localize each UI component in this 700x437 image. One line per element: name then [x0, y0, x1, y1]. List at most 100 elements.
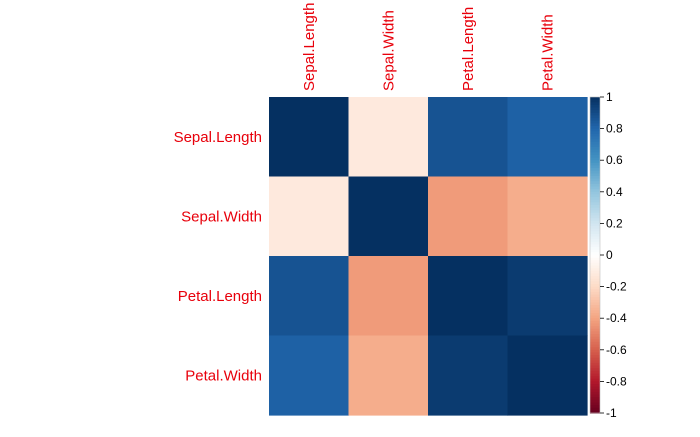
colorbar-segment [590, 397, 600, 401]
colorbar-segment [590, 144, 600, 148]
colorbar-segment [590, 320, 600, 325]
colorbar-segment [590, 110, 600, 114]
colorbar-segment [590, 278, 600, 282]
colorbar-segment [590, 228, 600, 232]
colorbar-segment [590, 104, 600, 109]
colorbar-segment [590, 99, 600, 103]
colorbar-segment [590, 136, 600, 140]
colorbar-tick-label: -1 [606, 406, 617, 420]
colorbar-segment [590, 189, 600, 193]
colorbar-segment [590, 207, 600, 211]
colorbar-segment [590, 131, 600, 135]
colorbar-segment [590, 239, 600, 243]
colorbar-tick-label: 0 [606, 248, 613, 262]
colorbar-segment [590, 386, 600, 390]
colorbar-segment [590, 323, 600, 327]
cell-petal-length-sepal-width [348, 256, 429, 337]
colorbar-segment [590, 399, 600, 404]
colorbar: 1 0.8 0.6 0.4 0.2 0 -0.2 -0.4 -0.6 -0.8 -1 [589, 90, 627, 420]
colorbar-segment [590, 223, 600, 227]
colorbar-segment [590, 141, 600, 145]
colorbar-segment [590, 373, 600, 377]
cell-sepal-width-sepal-width [348, 176, 429, 257]
colorbar-tick-label: 0.6 [606, 153, 623, 167]
colorbar-segment [590, 273, 600, 277]
colorbar-tick-label: 0.8 [606, 122, 623, 136]
colorbar-segment [590, 115, 600, 119]
colorbar-segment [590, 199, 600, 203]
colorbar-segment [590, 162, 600, 167]
colorbar-segment [590, 133, 600, 138]
colorbar-segment [590, 365, 600, 369]
row-label-petal-length: Petal.Length [178, 288, 262, 305]
colorbar-segment [590, 402, 600, 406]
colorbar-segment [590, 120, 600, 124]
colorbar-segment [590, 410, 600, 414]
colorbar-segment [590, 270, 600, 275]
colorbar-segment [590, 147, 600, 151]
cell-sepal-length-petal-length [428, 97, 509, 178]
colorbar-segment [590, 191, 600, 196]
colorbar-segment [590, 347, 600, 351]
colorbar-segment [590, 210, 600, 214]
colorbar-segment [590, 186, 600, 190]
colorbar-segment [590, 123, 600, 127]
colorbar-segment [590, 125, 600, 130]
colorbar-segment [590, 394, 600, 398]
colorbar-segment [590, 102, 600, 106]
colorbar-segment [590, 197, 600, 201]
cell-petal-width-petal-length [428, 335, 509, 416]
cell-sepal-width-sepal-length [269, 176, 350, 257]
colorbar-segment [590, 212, 600, 217]
colorbar-segment [590, 334, 600, 338]
colorbar-segment [590, 168, 600, 172]
colorbar-segment [590, 154, 600, 159]
colorbar-segment [590, 249, 600, 253]
cell-petal-length-sepal-length [269, 256, 350, 337]
colorbar-segment [590, 233, 600, 238]
colorbar-segment [590, 339, 600, 343]
colorbar-segment [590, 312, 600, 317]
colorbar-segment [590, 376, 600, 380]
colorbar-segment [590, 241, 600, 246]
colorbar-segment [590, 289, 600, 293]
colorbar-segment [590, 226, 600, 230]
col-label-sepal-length: Sepal.Length [301, 3, 318, 91]
colorbar-segment [590, 265, 600, 269]
colorbar-segment [590, 286, 600, 290]
colorbar-segment [590, 247, 600, 251]
colorbar-tick-label: -0.8 [606, 374, 627, 388]
colorbar-segment [590, 157, 600, 161]
colorbar-segment [590, 283, 600, 288]
colorbar-segment [590, 139, 600, 143]
colorbar-tick-label: -0.6 [606, 343, 627, 357]
cell-petal-length-petal-width [507, 256, 588, 337]
col-label-sepal-width: Sepal.Width [380, 10, 397, 91]
colorbar-segment [590, 344, 600, 348]
colorbar-segment [590, 173, 600, 177]
colorbar-segment [590, 236, 600, 240]
cell-sepal-length-sepal-length [269, 97, 350, 178]
colorbar-segment [590, 318, 600, 322]
colorbar-segment [590, 176, 600, 180]
colorbar-segment [590, 378, 600, 382]
colorbar-segment [590, 360, 600, 364]
colorbar-segment [590, 391, 600, 396]
colorbar-segment [590, 276, 600, 280]
colorbar-segment [590, 297, 600, 301]
colorbar-segment [590, 349, 600, 354]
colorbar-tick-label: -0.2 [606, 280, 627, 294]
colorbar-segment [590, 194, 600, 198]
colorbar-segment [590, 252, 600, 256]
colorbar-segment [590, 268, 600, 272]
row-label-petal-width: Petal.Width [185, 367, 262, 384]
colorbar-segment [590, 331, 600, 335]
cell-sepal-width-petal-width [507, 176, 588, 257]
heatmap-cells [269, 97, 588, 416]
column-labels: Sepal.Length Sepal.Width Petal.Length Petal… [301, 3, 557, 91]
colorbar-segment [590, 355, 600, 359]
colorbar-segment [590, 326, 600, 330]
row-labels: Sepal.Length Sepal.Width Petal.Length Petal… [174, 129, 262, 385]
colorbar-segment [590, 362, 600, 367]
